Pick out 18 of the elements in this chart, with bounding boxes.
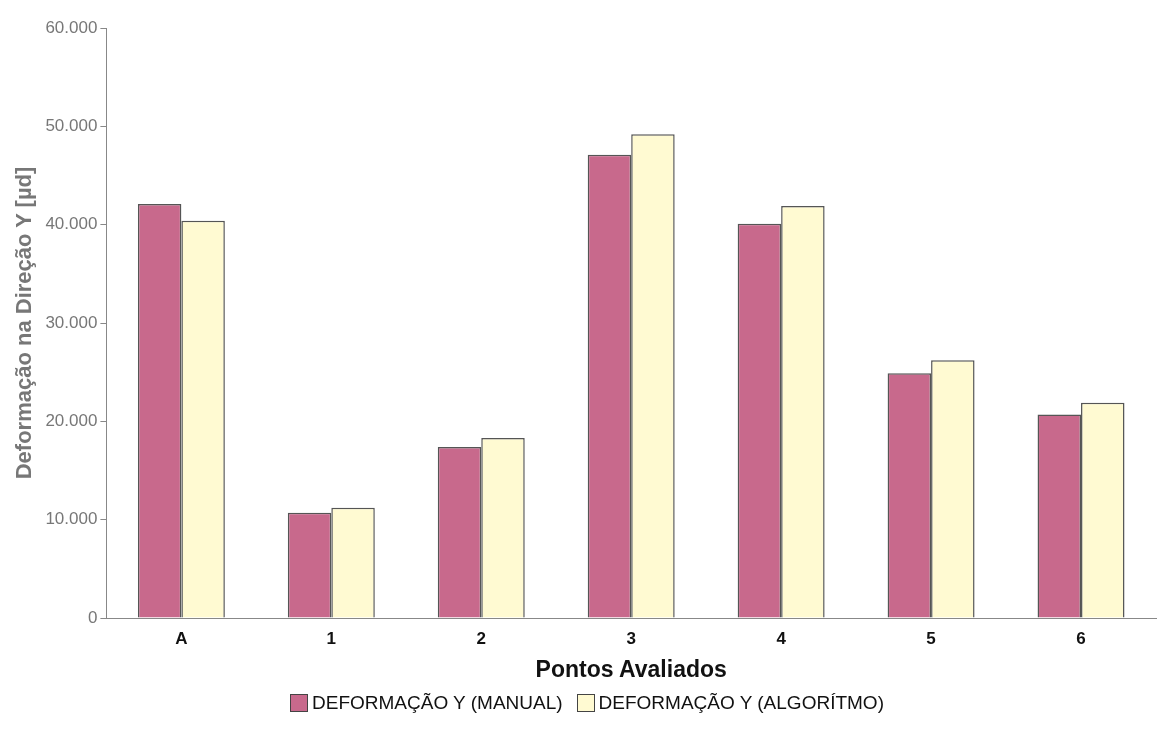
y-tick-label: 60.000 bbox=[45, 17, 98, 37]
x-tick-label: A bbox=[175, 628, 188, 648]
x-tick-label: 4 bbox=[776, 628, 787, 648]
x-tick-label: 2 bbox=[476, 628, 486, 648]
legend-label: DEFORMAÇÃO Y (ALGORÍTMO) bbox=[598, 692, 884, 714]
y-tick-label: 50.000 bbox=[45, 116, 98, 136]
x-tick-label: 3 bbox=[626, 628, 636, 648]
y-tick-label: 30.000 bbox=[45, 312, 98, 332]
x-axis-title: Pontos Avaliados bbox=[535, 655, 727, 682]
x-tick-label: 5 bbox=[926, 628, 936, 648]
y-tick-label: 10.000 bbox=[45, 509, 98, 529]
y-tick-label: 20.000 bbox=[45, 411, 98, 431]
x-tick-label: 1 bbox=[326, 628, 337, 648]
y-axis-title: Deformação na Direção Y [µd] bbox=[11, 166, 37, 480]
y-tick-label: 0 bbox=[87, 607, 98, 627]
y-tick-label: 40.000 bbox=[45, 214, 98, 234]
legend-label: DEFORMAÇÃO Y (MANUAL) bbox=[312, 692, 563, 714]
x-tick-label: 6 bbox=[1076, 628, 1086, 648]
